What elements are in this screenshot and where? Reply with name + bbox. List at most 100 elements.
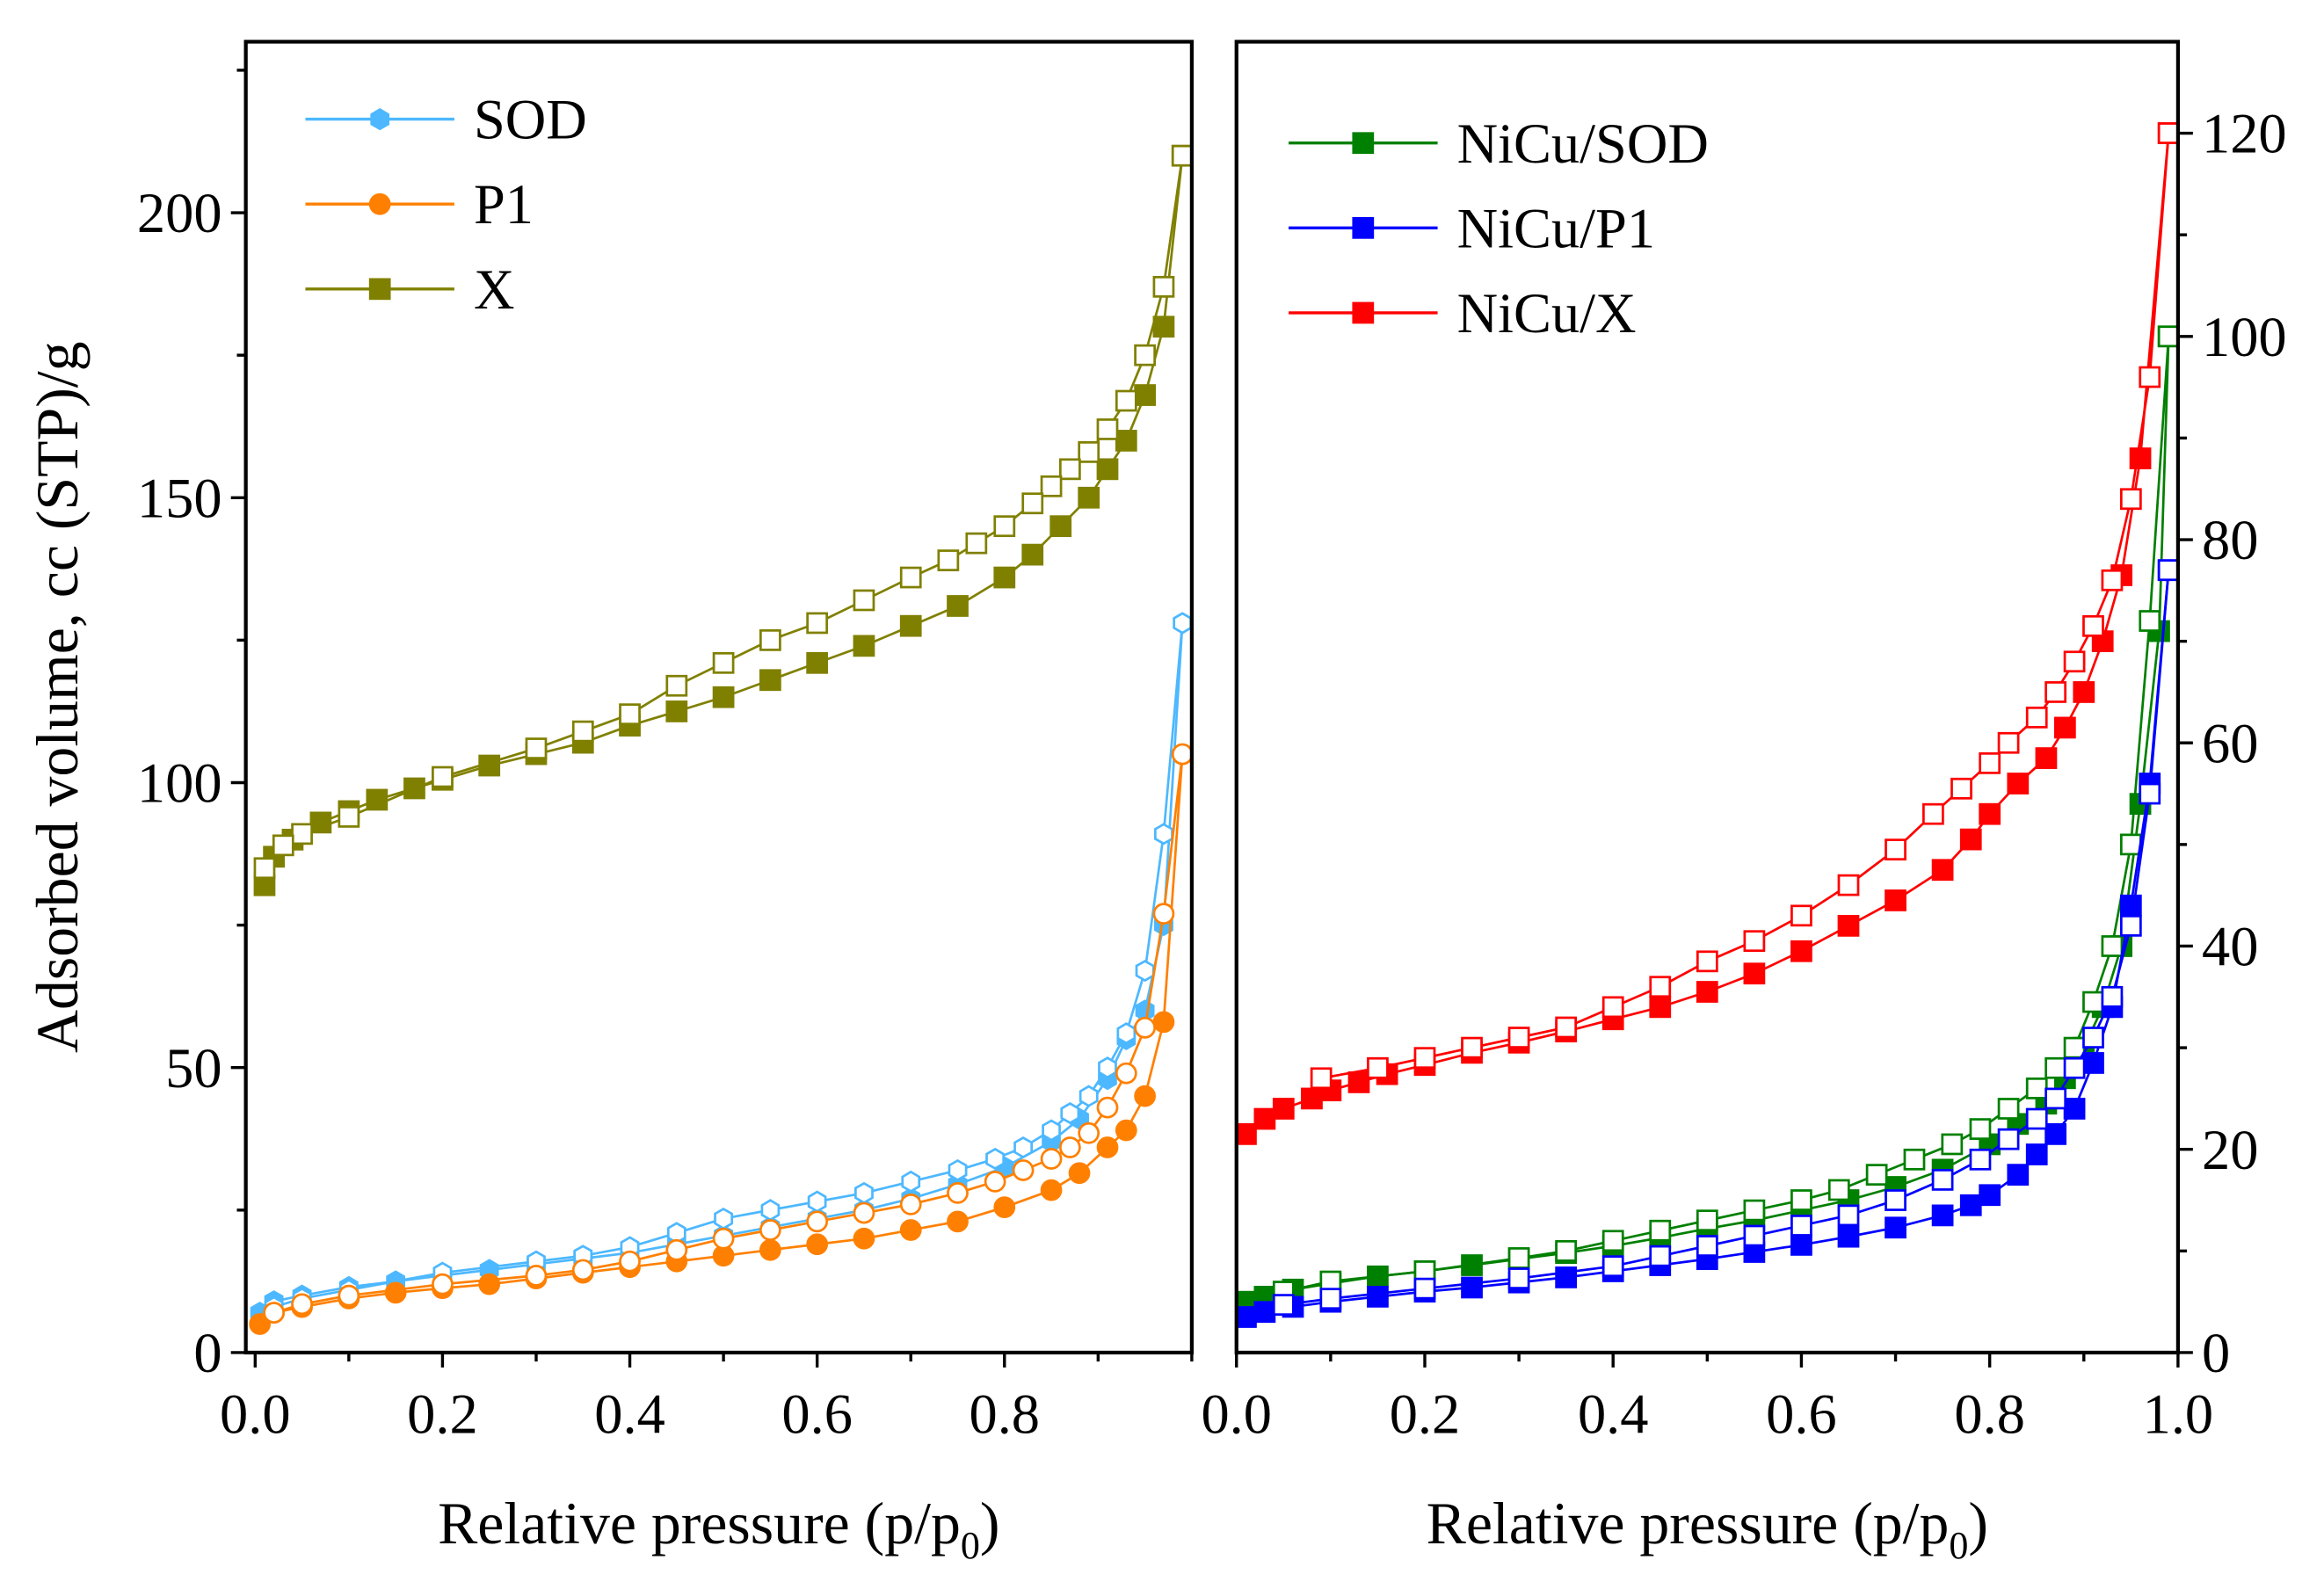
- desorption-point: [1997, 1098, 2020, 1120]
- adsorption-point: [853, 635, 875, 657]
- desorption-point: [1134, 1016, 1156, 1039]
- desorption-point: [571, 720, 594, 743]
- desorption-point: [338, 1284, 360, 1307]
- adsorption-point: [993, 1196, 1016, 1218]
- adsorption-point: [1347, 1071, 1370, 1093]
- adsorption-point: [899, 614, 922, 637]
- desorption-point: [1950, 777, 1972, 800]
- desorption-point: [665, 1238, 688, 1261]
- desorption-line: [273, 622, 1184, 1309]
- desorption-point: [2157, 122, 2180, 144]
- adsorption-point: [712, 686, 735, 708]
- desorption-point: [1969, 1148, 1992, 1171]
- x-tick-label: 0.2: [1390, 1382, 1461, 1445]
- desorption-point: [760, 1199, 781, 1222]
- desorption-point: [1601, 996, 1624, 1019]
- desorption-point: [2139, 610, 2161, 632]
- adsorption-point: [2119, 894, 2142, 917]
- desorption-point: [2063, 1036, 2086, 1059]
- x-tick-label: 0.4: [594, 1382, 665, 1445]
- y-tick-label: 120: [2202, 103, 2287, 165]
- desorption-point: [854, 1181, 874, 1205]
- y-tick-label: 0: [193, 1322, 222, 1384]
- desorption-point: [525, 1265, 548, 1287]
- desorption-point: [712, 1227, 735, 1250]
- legend-item: NiCu/SOD: [1289, 112, 1709, 175]
- desorption-point: [2139, 366, 2161, 388]
- x-tick-label: 0.6: [781, 1382, 853, 1445]
- adsorption-point: [2073, 681, 2095, 703]
- desorption-point: [1154, 823, 1173, 845]
- desorption-point: [1171, 144, 1194, 167]
- desorption-point: [1021, 492, 1044, 515]
- series-p1: [249, 743, 1194, 1335]
- right-panel: 0.0 0.2 0.4 0.6 0.8 1.0020406080100120Relativ…: [1201, 40, 2287, 1567]
- adsorption-point: [993, 566, 1016, 589]
- legend-marker-square-icon: [1352, 301, 1375, 324]
- desorption-point: [291, 823, 313, 845]
- legend-marker-square-icon: [1352, 216, 1375, 239]
- desorption-point: [1931, 1169, 1954, 1191]
- desorption-point: [1310, 1067, 1333, 1090]
- desorption-line: [263, 155, 1184, 869]
- x-axis-label-end: ): [980, 1491, 1000, 1557]
- adsorption-point: [1134, 384, 1156, 406]
- legend-item: P1: [305, 173, 534, 236]
- desorption-point: [1461, 1036, 1483, 1059]
- desorption-point: [759, 1219, 781, 1241]
- adsorption-point: [853, 1227, 875, 1250]
- desorption-point: [1649, 1245, 1672, 1267]
- adsorption-point: [384, 1281, 407, 1304]
- desorption-point: [1078, 441, 1100, 463]
- desorption-point: [1060, 1102, 1080, 1125]
- desorption-point: [1115, 389, 1137, 412]
- adsorption-point: [806, 651, 829, 674]
- desorption-point: [2082, 991, 2104, 1013]
- desorption-point: [2063, 1056, 2086, 1079]
- desorption-point: [1885, 1189, 1906, 1211]
- adsorption-point: [899, 1219, 922, 1241]
- desorption-point: [2119, 833, 2142, 856]
- legend-marker-square-icon: [368, 278, 391, 301]
- desorption-point: [1837, 874, 1860, 896]
- desorption-point: [432, 1273, 454, 1295]
- desorption-point: [1367, 1056, 1389, 1079]
- adsorption-point: [1134, 1085, 1156, 1107]
- adsorption-point: [759, 1238, 781, 1261]
- desorption-point: [1743, 1199, 1766, 1222]
- desorption-point: [1555, 1239, 1578, 1262]
- desorption-point: [1903, 1148, 1926, 1171]
- x-tick-label: 0.2: [407, 1382, 478, 1445]
- desorption-point: [2025, 1077, 2048, 1099]
- adsorption-point: [2044, 1123, 2067, 1145]
- adsorption-point: [249, 1313, 272, 1335]
- adsorption-point: [1235, 1123, 1257, 1145]
- desorption-point: [2119, 914, 2142, 937]
- desorption-point: [2119, 488, 2142, 511]
- desorption-point: [1171, 743, 1194, 766]
- desorption-point: [1152, 275, 1175, 298]
- legend-item: NiCu/P1: [1289, 197, 1655, 259]
- desorption-point: [2101, 985, 2124, 1008]
- legend-item: SOD: [305, 89, 587, 151]
- desorption-point: [2063, 650, 2086, 673]
- adsorption-point: [1253, 1301, 1276, 1324]
- desorption-point: [1012, 1159, 1035, 1181]
- adsorption-point: [947, 595, 969, 617]
- legend-label: NiCu/SOD: [1457, 112, 1709, 175]
- adsorption-point: [1790, 1234, 1812, 1256]
- desorption-point: [2044, 1056, 2067, 1079]
- y-tick-label: 200: [137, 182, 222, 244]
- legend-label: X: [474, 258, 515, 321]
- desorption-point: [984, 1171, 1006, 1193]
- legend: SOD P1 X: [305, 89, 587, 321]
- adsorption-point: [478, 1273, 501, 1295]
- adsorption-point: [1253, 1107, 1276, 1130]
- desorption-point: [1743, 1224, 1766, 1247]
- desorption-point: [1040, 475, 1063, 497]
- desorption-point: [253, 857, 276, 880]
- desorption-point: [1601, 1255, 1624, 1278]
- desorption-point: [1507, 1027, 1530, 1049]
- adsorption-point: [1696, 981, 1718, 1003]
